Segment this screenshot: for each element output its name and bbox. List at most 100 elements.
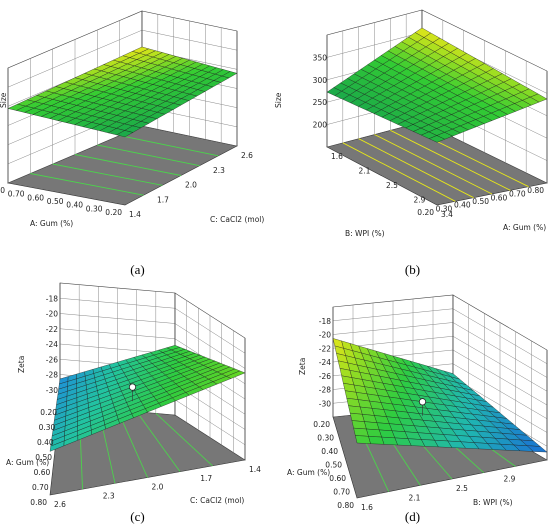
z-tick-label: -26 [319,372,331,381]
response-surface [332,338,548,453]
panel-c: -30 -28 -26 -24 -22 -20 -18 0.20 0.30 0.40 0.50 0.6… [0,265,275,530]
surface-cell [221,71,238,79]
y-axis-title: B: WPI (%) [473,498,513,507]
surface-plot-a: 1502002503003500.800.700.600.500.400.300… [0,10,264,228]
x-tick-label: 0.70 [333,488,350,497]
x-tick-label: 0.40 [66,201,83,210]
y-tick-label: 2.3 [103,491,115,500]
y-tick-label: 1.7 [200,474,212,483]
y-tick-label: 2.0 [152,483,164,492]
panel-b: 200 250 300 350 0.20 0.30 0.40 0.50 0.60 0.70 0.80… [274,0,550,277]
x-tick-label: 0.20 [417,208,434,217]
z-tick-label: -30 [319,399,331,408]
x-axis-title: A: Gum (%) [6,458,49,467]
y-axis-title: B: WPI (%) [345,229,385,238]
z-axis-title: Size [0,92,8,108]
design-point [128,383,137,391]
y-tick-label: 1.6 [331,152,343,161]
y-tick-label: 2.6 [54,500,66,509]
z-tick-label: -26 [46,355,58,364]
z-tick-label: 350 [313,53,328,62]
z-tick-label: -24 [319,358,331,367]
x-tick-label: 0.60 [329,474,346,483]
z-tick-label: -22 [46,325,58,334]
surface-cell [226,370,246,379]
contour-line [97,144,200,167]
panel-d: -30 -28 -26 -24 -22 -20 -18 0.20 0.30 0.40 0.50 0.6… [275,265,550,530]
contour-line [52,163,163,186]
z-axis-title: Size [274,92,283,108]
y-tick-label: 1.4 [249,465,261,474]
surface-cell [355,435,371,444]
z-tick-label: -18 [46,294,58,303]
x-tick-label: 0.20 [105,208,122,217]
panel-label-c: (c) [130,509,145,524]
x-tick-label: 0.20 [40,408,57,417]
x-tick-label: 0.30 [317,434,334,443]
contour-line [358,138,474,199]
x-tick-label: 0.80 [0,186,5,195]
contour-line [342,142,456,202]
y-tick-label: 2.9 [504,475,516,484]
z-tick-label: -18 [319,317,331,326]
z-tick-label: -20 [319,331,331,340]
x-tick-label: 0.80 [527,186,544,195]
response-surface [7,46,238,138]
x-tick-label: 0.70 [509,190,526,199]
contour-line [374,134,493,195]
response-surface [49,345,246,452]
surface-plot-b: 200 250 300 350 0.20 0.30 0.40 0.50 0.60 0.70 0.80… [274,9,548,238]
surface-plot-c: -30 -28 -26 -24 -22 -20 -18 0.20 0.30 0.40 0.50 0.6… [6,282,261,509]
z-axis-title: Zeta [298,358,307,375]
surface-cell [353,427,369,437]
design-point [418,398,427,406]
surface-cell [351,420,367,430]
contour-line [390,129,511,191]
x-tick-label: 0.50 [47,197,64,206]
z-tick-label: 250 [313,98,328,107]
x-tick-label: 0.50 [472,197,489,206]
x-tick-label: 0.40 [321,447,338,456]
y-tick-label: 2.1 [409,494,421,503]
x-tick-label: 0.50 [325,461,342,470]
panel-label-a: (a) [130,262,145,277]
x-tick-label: 0.30 [39,423,56,432]
x-tick-label: 0.20 [313,420,330,429]
x-tick-label: 0.40 [37,438,54,447]
y-tick-label: 2.9 [414,196,426,205]
x-tick-label: 0.60 [34,468,51,477]
y-axis-title: C: CaCl2 (mol) [210,215,264,224]
z-tick-label: -30 [46,386,58,395]
x-tick-label: 0.80 [30,498,47,507]
x-axis-title: A: Gum (%) [287,468,330,477]
x-tick-label: 0.30 [86,204,103,213]
y-axis-title: C: CaCl2 (mol) [190,496,244,505]
response-surface [326,27,548,143]
z-tick-label: -28 [319,386,331,395]
surface-cell [526,445,548,453]
panel-label-d: (d) [404,509,421,524]
y-tick-label: 2.5 [456,484,468,493]
y-tick-label: 2.3 [213,166,225,175]
x-tick-label: 0.50 [35,453,52,462]
y-tick-label: 3.4 [441,210,453,219]
x-tick-label: 0.30 [436,204,453,213]
panel-label-b: (b) [404,262,421,277]
z-tick-label: -20 [46,310,58,319]
contour-line [119,135,219,157]
z-tick-label: 300 [313,76,328,85]
y-tick-label: 1.7 [157,195,169,204]
y-tick-label: 2.6 [241,151,253,160]
z-tick-label: 200 [313,121,328,130]
contour-line [136,411,181,472]
z-axis-title: Zeta [17,356,26,373]
surface-plot-d: -30 -28 -26 -24 -22 -20 -18 0.20 0.30 0.40 0.50 0.6… [287,294,548,512]
surface-cell [529,93,548,103]
x-tick-label: 0.40 [454,201,471,210]
x-tick-label: 0.70 [8,190,25,199]
y-tick-label: 1.6 [361,503,373,512]
y-tick-label: 2.1 [359,167,371,176]
panel-a: 1502002503003500.800.700.600.500.400.300… [0,0,275,277]
x-tick-label: 0.80 [337,501,354,510]
